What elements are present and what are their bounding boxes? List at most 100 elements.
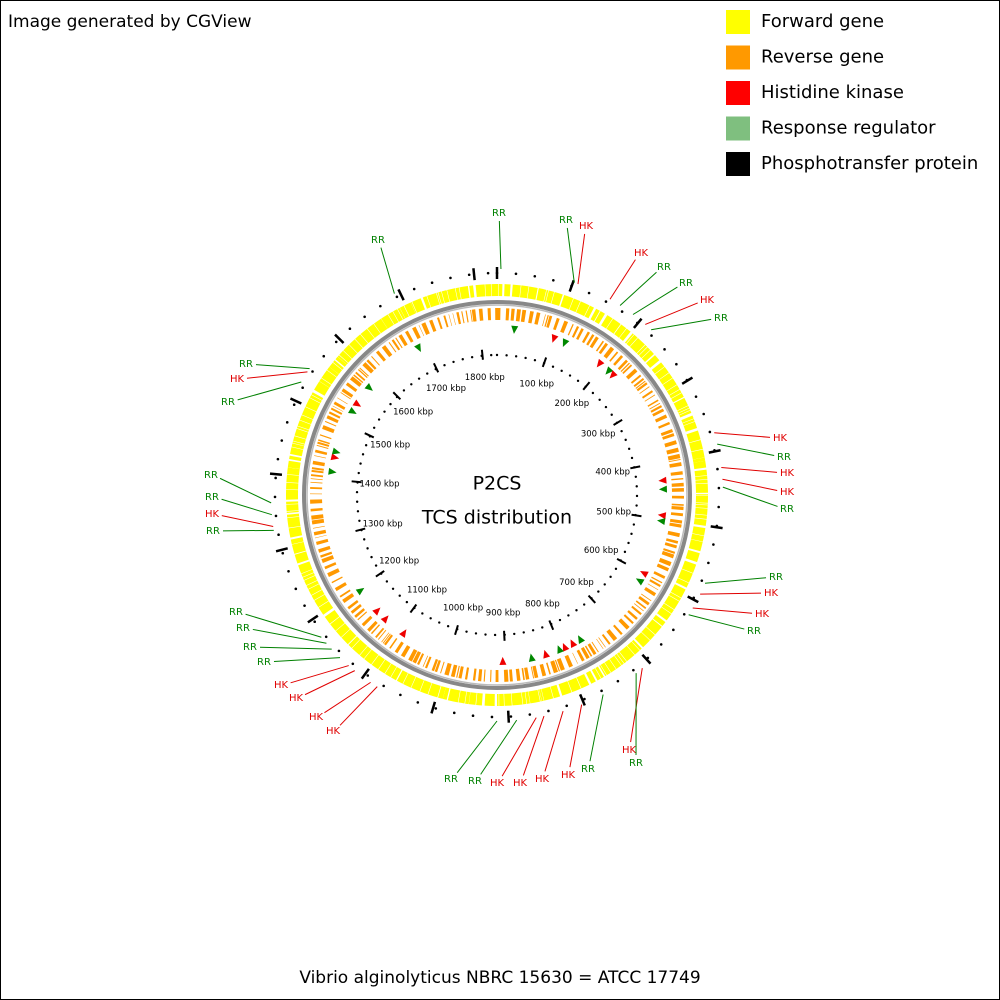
forward-gene [339, 350, 352, 363]
inner-dot [541, 626, 544, 629]
legend-label: Reverse gene [761, 47, 884, 68]
forward-gene [348, 636, 360, 648]
feature-leader [645, 302, 698, 325]
reverse-gene [324, 562, 337, 570]
outer-dot [467, 273, 471, 277]
reverse-gene [394, 641, 404, 654]
outer-tick [578, 693, 586, 706]
reverse-gene [658, 557, 672, 567]
reverse-gene [663, 548, 676, 554]
feature-label: RR [769, 572, 783, 583]
reverse-gene [388, 342, 397, 353]
feature-label: HK [513, 778, 528, 789]
inner-dot [551, 365, 555, 368]
reverse-gene [330, 407, 343, 415]
reverse-gene [576, 649, 585, 662]
feature-label: HK [326, 726, 341, 737]
forward-gene [373, 318, 388, 334]
inner-dot [598, 398, 601, 402]
ruler-label: 200 kbp [554, 399, 589, 409]
forward-gene [678, 569, 693, 583]
forward-gene [634, 632, 650, 648]
inner-dot [355, 500, 359, 503]
outer-dot [675, 362, 678, 366]
inner-dot [446, 624, 450, 628]
tcs-marker [570, 639, 578, 649]
outer-dot [663, 348, 666, 351]
reverse-gene [650, 405, 663, 413]
reverse-gene [431, 658, 439, 672]
inner-dot [421, 612, 424, 615]
forward-gene [619, 645, 635, 662]
ruler-tick [630, 465, 641, 470]
inner-dot [429, 617, 432, 620]
feature-label: RR [236, 623, 250, 634]
forward-gene [669, 592, 682, 602]
forward-gene [641, 350, 654, 362]
forward-gene [403, 673, 416, 688]
forward-gene [475, 284, 486, 298]
feature-leader [221, 515, 274, 527]
inner-dot [632, 523, 636, 526]
outer-dot [416, 701, 420, 704]
feature-leader [219, 477, 272, 504]
outer-dot [412, 287, 416, 291]
forward-gene [314, 381, 330, 396]
reverse-gene [580, 646, 590, 660]
reverse-gene [641, 390, 654, 399]
feature-leader [273, 657, 341, 663]
forward-gene [294, 428, 309, 439]
reverse-gene [444, 662, 452, 676]
forward-gene [651, 362, 665, 374]
ruler-tick [548, 620, 555, 631]
forward-gene [692, 526, 706, 536]
forward-gene [617, 652, 627, 664]
ruler-label: 800 kbp [525, 599, 560, 609]
feature-label: RR [221, 397, 235, 408]
inner-dot [389, 402, 392, 406]
reverse-gene [434, 660, 441, 673]
reverse-gene [318, 545, 331, 553]
forward-gene [371, 655, 385, 670]
reverse-gene [627, 610, 638, 620]
forward-gene [675, 578, 689, 588]
forward-gene [438, 686, 446, 699]
forward-gene [558, 681, 572, 696]
forward-gene [629, 337, 645, 354]
ruler-label: 1200 kbp [379, 556, 419, 566]
reverse-gene [661, 550, 675, 559]
forward-gene [694, 469, 708, 477]
forward-gene [626, 334, 638, 347]
forward-gene [314, 594, 329, 608]
inner-dot [357, 471, 360, 475]
inner-dot [474, 632, 478, 635]
tcs-marker [328, 467, 337, 475]
inner-dot [630, 456, 634, 460]
reverse-gene [539, 663, 547, 677]
reverse-gene [370, 624, 381, 635]
reverse-gene [613, 355, 624, 366]
reverse-gene [664, 542, 678, 549]
ruler-label: 1400 kbp [359, 479, 399, 489]
outer-dot [287, 569, 290, 573]
forward-gene [447, 688, 461, 703]
forward-gene [614, 324, 627, 338]
tcs-marker [557, 645, 564, 654]
forward-gene [420, 680, 432, 695]
reverse-gene [424, 656, 432, 669]
reverse-gene [436, 317, 443, 330]
outer-dot [311, 370, 314, 373]
ruler-label: 700 kbp [559, 578, 594, 588]
reverse-gene [375, 627, 385, 639]
outer-dot [616, 679, 620, 683]
forward-gene [584, 305, 594, 319]
reverse-gene [450, 664, 458, 678]
feature-leader [577, 233, 586, 285]
feature-leader [692, 607, 753, 614]
feature-leader [700, 592, 762, 595]
reverse-gene [328, 411, 341, 419]
outer-dot [276, 457, 280, 461]
feature-label: RR [444, 774, 458, 785]
feature-leader [456, 720, 498, 774]
